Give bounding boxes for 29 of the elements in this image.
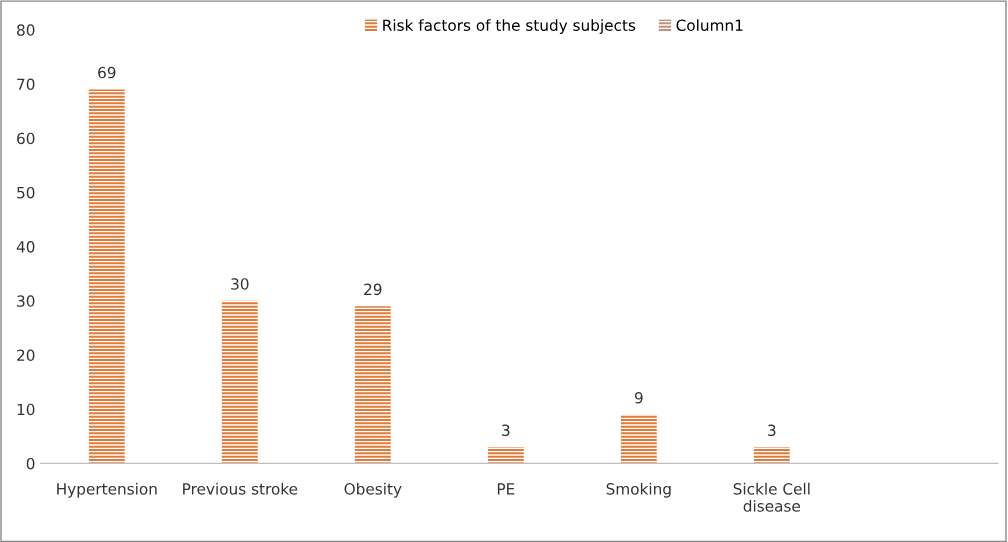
- bar: [88, 89, 125, 464]
- y-tick-label: 40: [16, 241, 35, 253]
- x-tick-label: Sickle Cell disease: [733, 482, 810, 512]
- x-tick-label: Smoking: [606, 482, 671, 498]
- y-tick-label: 20: [17, 349, 35, 362]
- bar: [753, 447, 790, 464]
- x-tick-label: Obesity: [344, 482, 402, 498]
- y-tick-label: 70: [17, 78, 35, 91]
- legend-label: Column1: [676, 19, 743, 31]
- y-tick-label: 80: [17, 24, 35, 36]
- y-tick-label: 0: [26, 457, 35, 470]
- x-tick-label: PE: [497, 483, 515, 495]
- y-tick-label: 60: [17, 132, 35, 145]
- data-label: 3: [768, 424, 776, 437]
- data-label: 9: [634, 391, 643, 404]
- legend-label: Risk factors of the study subjects: [383, 19, 636, 34]
- data-label: 3: [502, 424, 510, 437]
- y-tick-label: 50: [17, 186, 35, 199]
- bar: [354, 306, 391, 464]
- data-label: 30: [231, 278, 249, 290]
- y-tick-label: 10: [17, 403, 35, 416]
- x-tick-label: Previous stroke: [183, 482, 298, 495]
- bar: [620, 414, 657, 464]
- data-label: 69: [98, 66, 116, 79]
- y-tick-label: 30: [17, 295, 35, 307]
- data-label: 29: [364, 283, 382, 296]
- x-tick-label: Hypertension: [57, 482, 157, 498]
- bar: [487, 447, 524, 464]
- bar: [221, 300, 258, 464]
